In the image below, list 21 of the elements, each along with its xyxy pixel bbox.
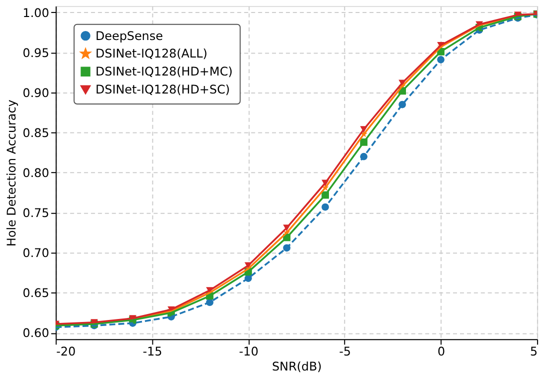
y-tick-label: 1.00 xyxy=(22,6,50,20)
y-tick-label: 0.90 xyxy=(22,86,50,100)
x-tick-label: -10 xyxy=(239,344,258,359)
y-tick-label: 0.80 xyxy=(22,166,50,180)
legend-label: DeepSense xyxy=(95,28,163,43)
y-axis-title: Hole Detection Accuracy xyxy=(4,100,19,247)
y-tick-label: 0.75 xyxy=(22,206,50,220)
y-tick-label: 0.70 xyxy=(22,246,50,260)
x-tick-label: -20 xyxy=(56,344,76,359)
x-axis-title: SNR(dB) xyxy=(272,360,322,374)
x-tick-label: 0 xyxy=(437,344,446,359)
legend-label: DSINet-IQ128(ALL) xyxy=(95,46,208,61)
x-tick-label: 5 xyxy=(530,344,538,359)
x-tick-label: -5 xyxy=(339,344,351,359)
legend-label: DSINet-IQ128(HD+SC) xyxy=(95,82,230,97)
y-tick-label: 0.85 xyxy=(22,126,50,140)
legend-label: DSINet-IQ128(HD+MC) xyxy=(95,64,233,79)
y-tick-label: 0.65 xyxy=(22,286,50,300)
x-tick-label: -15 xyxy=(142,344,162,359)
y-tick-label: 0.95 xyxy=(22,46,50,60)
y-tick-label: 0.60 xyxy=(22,326,50,340)
